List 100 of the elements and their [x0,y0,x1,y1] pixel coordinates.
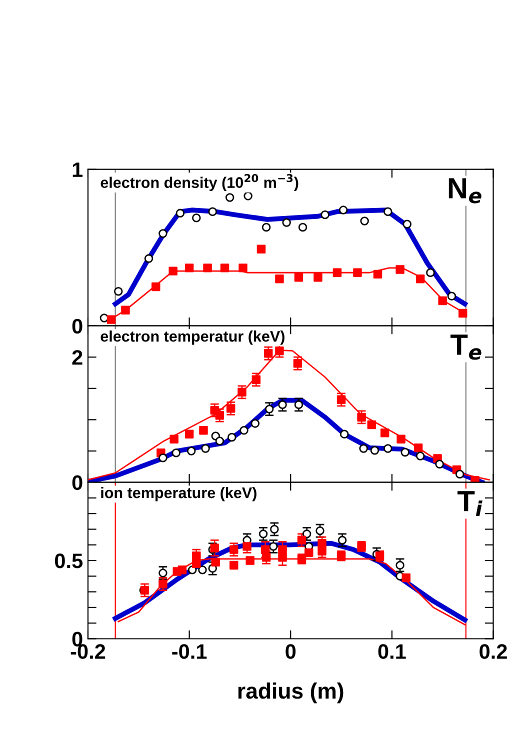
y-tick-label: 0.5 [54,554,83,568]
y-tick-label: 0 [72,475,82,490]
x-tick-label: -0.1 [172,644,207,659]
point [414,443,423,452]
point [208,207,217,216]
point [227,432,236,442]
point [226,404,236,413]
point [338,206,348,214]
point [458,308,468,318]
point [238,388,246,397]
point [203,264,212,272]
point [357,412,366,422]
point [258,530,268,538]
point [121,306,130,315]
point [396,265,404,274]
x-tick-label: 0.1 [378,644,406,659]
point [215,410,224,420]
point [332,268,342,277]
point [270,524,279,534]
point [318,538,326,548]
point [396,434,406,444]
annotation: T$_{i}$ [457,491,482,516]
point [186,446,196,456]
point [192,551,201,560]
point [298,222,308,232]
point [435,460,444,469]
point [256,244,266,254]
point [114,287,123,296]
point [304,548,314,558]
point [297,536,306,545]
point [144,254,154,263]
point [184,430,194,438]
point [318,546,326,556]
point [199,426,208,435]
point [316,526,324,536]
point [396,560,404,570]
point [260,545,270,554]
point [402,573,410,582]
chart-title: electron density (10$^{20}$ m$^{−3}$) [100,174,298,192]
point [455,470,464,479]
y-tick-label: 2 [72,350,82,365]
point [168,266,178,276]
point [158,229,168,238]
point [359,444,368,453]
point [158,580,168,588]
point [192,559,201,568]
chart-title: ion temperature (keV) [101,486,256,502]
point [269,542,278,551]
point [470,476,480,482]
point [400,448,410,457]
point [106,315,116,324]
point [275,274,284,284]
point [238,264,248,272]
annotation: N$_{e}$ [448,178,482,204]
point [151,282,160,292]
y-tick-label: 1 [72,162,83,177]
point [262,553,271,562]
point [198,566,207,574]
point [380,428,390,438]
x-tick-label: 0.2 [480,644,507,659]
chart-title: electron temperatur (keV) [100,330,284,345]
point [416,452,425,460]
point [211,558,220,566]
point [320,210,330,220]
point [192,213,201,222]
point [264,404,274,414]
point [242,542,252,551]
point [373,270,382,279]
point [438,296,447,306]
point [384,444,392,453]
point [314,272,322,282]
point [294,272,304,282]
point [246,556,254,565]
point [170,434,178,444]
point [416,274,425,284]
y-tick-label: 0 [72,318,82,334]
point [282,218,291,227]
point [402,220,412,228]
point [278,545,287,554]
point [244,192,252,200]
point [250,419,260,428]
point [220,264,230,272]
point [275,346,284,356]
point [302,530,312,538]
y-tick-label: 0 [72,632,82,647]
point [225,193,234,202]
x-tick-label: 0 [286,644,296,659]
point [184,264,194,272]
point [240,426,248,435]
x-tick-label: -0.2 [70,644,106,659]
point [336,395,346,404]
point [158,568,168,578]
line-series [112,208,468,306]
point [384,207,392,216]
point [230,545,238,554]
x-axis-title: radius (m) [238,682,344,704]
point [353,268,362,277]
point [293,359,302,368]
point [230,560,238,570]
point [340,430,349,438]
